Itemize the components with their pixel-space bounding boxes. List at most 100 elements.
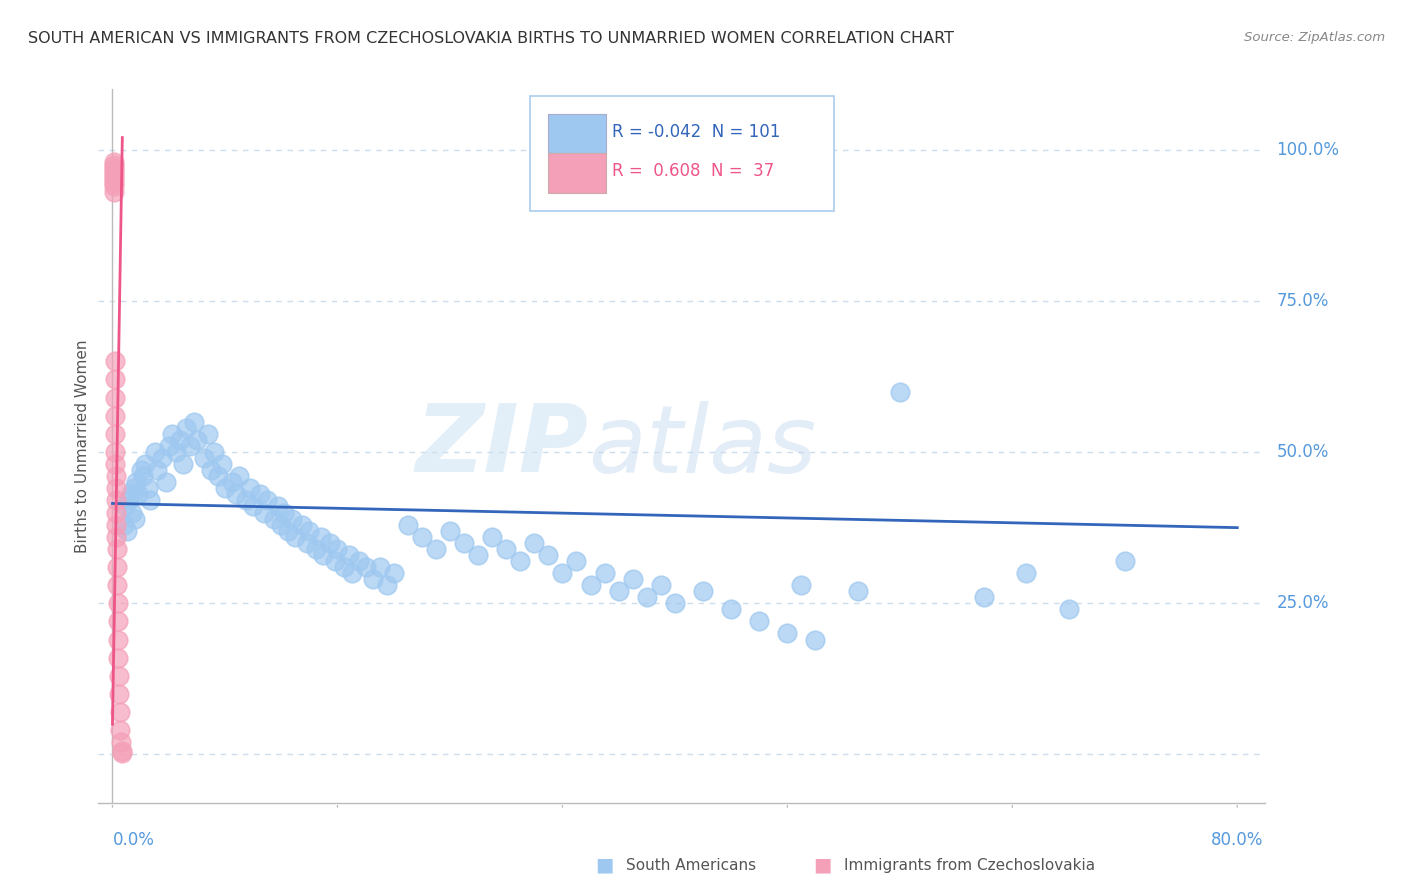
Point bbox=[509, 554, 531, 568]
Text: South Americans: South Americans bbox=[626, 858, 756, 872]
Point bbox=[174, 421, 197, 435]
FancyBboxPatch shape bbox=[548, 114, 606, 153]
Point bbox=[607, 584, 630, 599]
Point bbox=[110, 735, 132, 749]
Point bbox=[692, 584, 714, 599]
Point bbox=[337, 548, 360, 562]
Point bbox=[103, 185, 125, 199]
Point bbox=[115, 524, 138, 538]
Point bbox=[105, 541, 128, 556]
Point bbox=[104, 445, 127, 459]
Point bbox=[1057, 602, 1080, 616]
Point bbox=[284, 530, 307, 544]
Text: atlas: atlas bbox=[589, 401, 817, 491]
Point bbox=[439, 524, 461, 538]
Point bbox=[326, 541, 349, 556]
Point bbox=[340, 566, 363, 580]
Point bbox=[105, 530, 128, 544]
Point bbox=[973, 590, 995, 604]
Point bbox=[523, 535, 546, 549]
Point bbox=[104, 481, 127, 495]
Point bbox=[125, 475, 148, 490]
Point bbox=[565, 554, 588, 568]
Point bbox=[361, 572, 384, 586]
Text: Immigrants from Czechoslovakia: Immigrants from Czechoslovakia bbox=[844, 858, 1095, 872]
Text: ■: ■ bbox=[595, 855, 614, 875]
Point bbox=[157, 439, 180, 453]
Point bbox=[104, 469, 127, 483]
Point bbox=[382, 566, 405, 580]
Point bbox=[112, 517, 135, 532]
Point bbox=[104, 426, 127, 441]
Point bbox=[114, 500, 136, 514]
Point bbox=[160, 426, 183, 441]
Point bbox=[1114, 554, 1136, 568]
Point bbox=[453, 535, 475, 549]
Point bbox=[221, 475, 243, 490]
Point bbox=[270, 517, 292, 532]
Point bbox=[110, 723, 132, 738]
Point bbox=[108, 687, 131, 701]
Point bbox=[108, 669, 131, 683]
Point bbox=[105, 517, 128, 532]
Point bbox=[105, 506, 128, 520]
Point bbox=[105, 578, 128, 592]
Point bbox=[169, 433, 191, 447]
Point bbox=[267, 500, 290, 514]
Text: SOUTH AMERICAN VS IMMIGRANTS FROM CZECHOSLOVAKIA BIRTHS TO UNMARRIED WOMEN CORRE: SOUTH AMERICAN VS IMMIGRANTS FROM CZECHO… bbox=[28, 31, 955, 46]
Point bbox=[347, 554, 370, 568]
Point bbox=[104, 372, 127, 386]
Point bbox=[207, 469, 229, 483]
Point bbox=[579, 578, 602, 592]
Point bbox=[104, 457, 127, 471]
Point bbox=[354, 560, 377, 574]
Point bbox=[139, 493, 162, 508]
Point bbox=[309, 530, 332, 544]
FancyBboxPatch shape bbox=[530, 96, 834, 211]
Point bbox=[319, 535, 342, 549]
Text: R = -0.042  N = 101: R = -0.042 N = 101 bbox=[612, 123, 780, 141]
Point bbox=[551, 566, 574, 580]
Point bbox=[107, 632, 129, 647]
Point bbox=[200, 463, 222, 477]
Point bbox=[235, 493, 257, 508]
Point bbox=[120, 487, 142, 501]
Point bbox=[495, 541, 517, 556]
Point bbox=[104, 409, 127, 423]
Point bbox=[132, 469, 155, 483]
Point bbox=[375, 578, 398, 592]
Point bbox=[107, 615, 129, 629]
Y-axis label: Births to Unmarried Women: Births to Unmarried Women bbox=[75, 339, 90, 553]
Point bbox=[118, 493, 141, 508]
Point bbox=[368, 560, 391, 574]
Point bbox=[127, 487, 149, 501]
Point bbox=[249, 487, 271, 501]
Point bbox=[593, 566, 616, 580]
Point bbox=[211, 457, 233, 471]
Point bbox=[467, 548, 489, 562]
Point bbox=[103, 176, 125, 190]
Point bbox=[186, 433, 208, 447]
Point bbox=[165, 445, 187, 459]
Point bbox=[790, 578, 813, 592]
Text: 75.0%: 75.0% bbox=[1277, 292, 1329, 310]
Point bbox=[650, 578, 672, 592]
Point bbox=[202, 445, 225, 459]
Point bbox=[103, 154, 125, 169]
Point bbox=[305, 541, 328, 556]
Point bbox=[103, 169, 125, 184]
Point bbox=[621, 572, 644, 586]
Point bbox=[242, 500, 264, 514]
Point bbox=[295, 535, 318, 549]
Point bbox=[103, 173, 125, 187]
Point bbox=[256, 493, 278, 508]
Point bbox=[846, 584, 869, 599]
Point bbox=[425, 541, 447, 556]
Point bbox=[253, 506, 276, 520]
Point bbox=[277, 524, 299, 538]
Point bbox=[108, 705, 131, 719]
Point bbox=[411, 530, 433, 544]
Point bbox=[225, 487, 247, 501]
Point bbox=[129, 463, 152, 477]
Point bbox=[103, 161, 125, 175]
